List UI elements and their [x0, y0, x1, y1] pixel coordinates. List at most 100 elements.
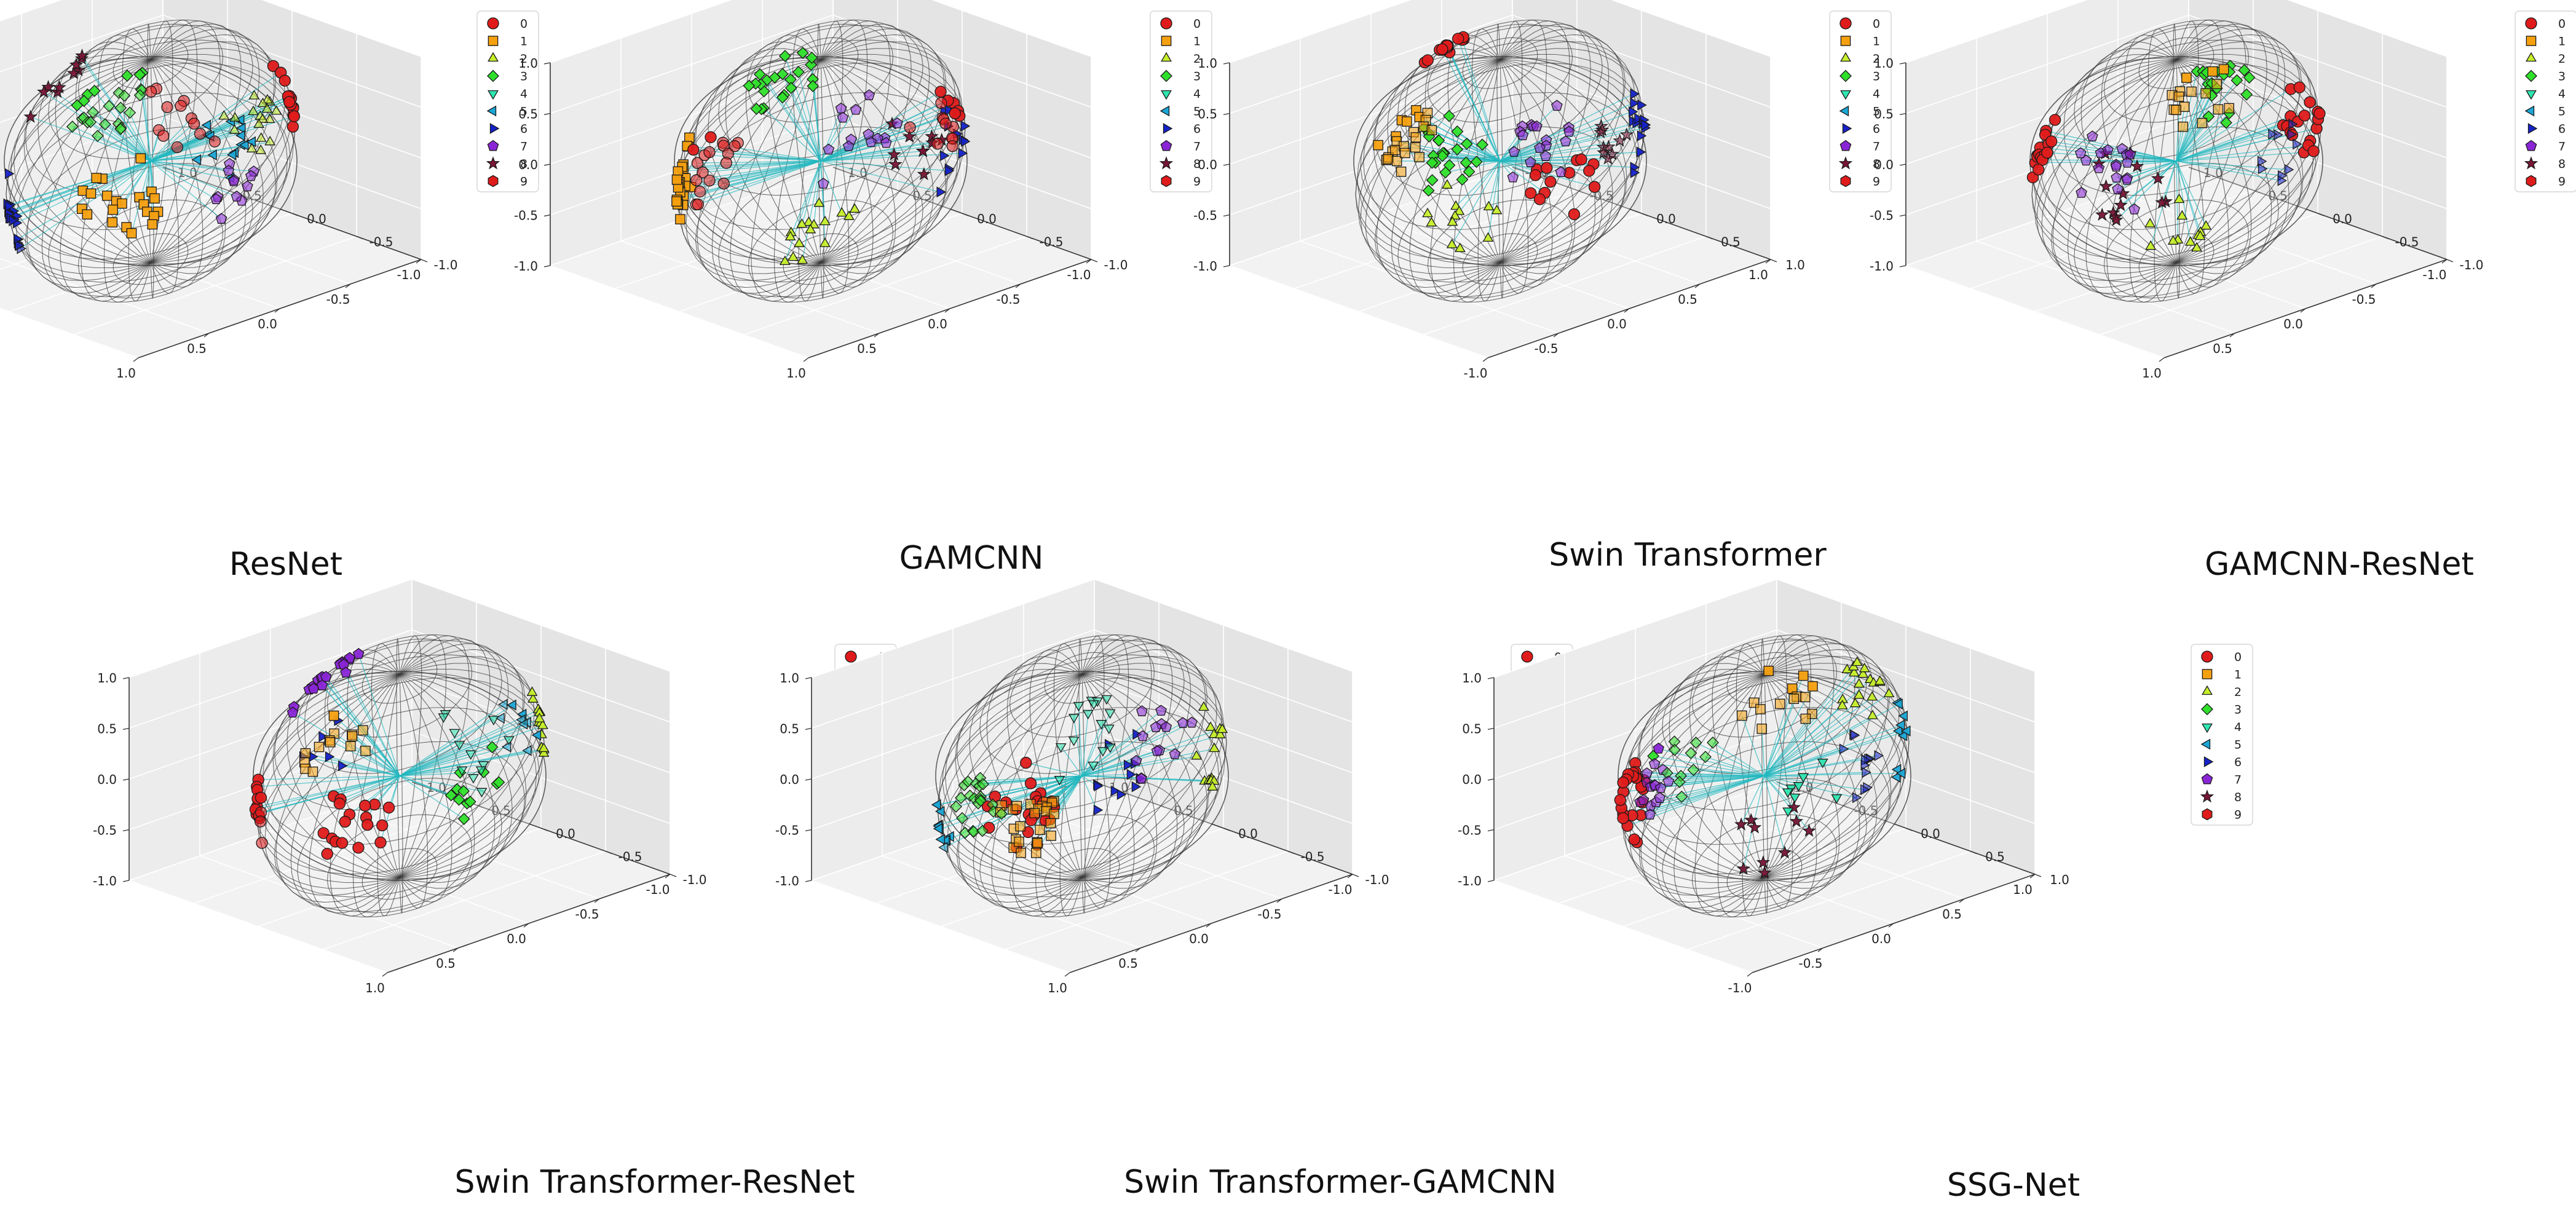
data-point-class-6: [1860, 759, 1870, 771]
data-point-class-2: [2145, 240, 2157, 250]
data-point-class-6: [2293, 138, 2302, 150]
data-point-class-2: [1446, 239, 1458, 248]
tick-label-z: 1.0: [1462, 671, 1482, 686]
legend-label-8: 8: [520, 157, 527, 171]
data-point-class-1: [117, 198, 127, 209]
data-point-class-3: [1689, 736, 1702, 749]
data-point-class-3: [66, 121, 79, 133]
data-point-class-2: [1207, 781, 1219, 791]
data-point-class-3: [967, 825, 980, 838]
data-point-class-8: [2151, 171, 2165, 185]
legend-label-4: 4: [1873, 87, 1880, 101]
data-point-class-7: [2111, 172, 2122, 183]
data-point-class-0: [2049, 114, 2061, 126]
data-point-class-0: [703, 146, 716, 159]
legend-label-1: 1: [2234, 668, 2242, 682]
data-point-class-4: [1054, 776, 1065, 786]
tick-label-z: -1.0: [1870, 259, 1894, 274]
data-point-class-1: [2218, 64, 2229, 74]
data-point-class-6: [1093, 804, 1104, 816]
data-point-class-7: [1136, 772, 1147, 784]
legend-label-2: 2: [2234, 686, 2242, 699]
data-point-class-0: [2307, 145, 2320, 157]
data-point-class-1: [1032, 838, 1043, 848]
data-point-class-0: [935, 97, 947, 109]
subplot-title: Swin Transformer-GAMCNN: [1124, 1164, 1557, 1201]
data-point-class-2: [538, 747, 550, 757]
data-point-class-2: [1191, 750, 1203, 760]
tick-label-x: 0.5: [187, 341, 207, 356]
data-point-class-7: [2112, 183, 2124, 194]
data-point-class-3: [452, 793, 465, 806]
subplot-title: Swin Transformer: [1549, 537, 1827, 574]
data-point-class-4: [488, 716, 499, 725]
legend-marker-3: [1839, 69, 1852, 82]
legend-marker-2: [2202, 685, 2213, 695]
data-point-class-6: [2268, 128, 2278, 140]
tick-label-y: 1.0: [2050, 872, 2069, 887]
data-point-class-0: [352, 842, 365, 854]
data-point-class-3: [2230, 74, 2243, 87]
legend-label-6: 6: [520, 122, 527, 136]
data-point-class-8: [2099, 179, 2113, 192]
data-point-class-2: [261, 103, 273, 113]
data-point-class-6: [1636, 146, 1646, 158]
data-point-class-0: [1617, 812, 1629, 824]
legend-label-0: 0: [1873, 17, 1880, 31]
data-point-class-8: [1777, 845, 1792, 859]
tick-label-z: 0.5: [97, 722, 117, 737]
data-point-class-8: [23, 109, 38, 123]
data-point-class-4: [1789, 793, 1801, 804]
data-point-class-6: [9, 215, 18, 227]
data-point-class-8: [1736, 861, 1751, 875]
data-points: [249, 647, 550, 860]
data-point-class-0: [317, 827, 330, 839]
tick-label-x: -0.5: [326, 292, 350, 307]
data-point-class-3: [750, 103, 763, 115]
tick-label-x: -1.0: [1328, 882, 1352, 897]
data-point-class-3: [1668, 735, 1681, 748]
data-point-class-0: [2045, 135, 2058, 148]
legend-label-1: 1: [1873, 35, 1880, 49]
data-point-class-1: [2178, 121, 2189, 132]
data-point-class-6: [960, 136, 971, 147]
data-point-class-3: [1443, 109, 1456, 122]
legend-marker-5: [486, 105, 497, 117]
data-point-class-3: [1426, 156, 1439, 169]
data-point-class-5: [495, 713, 505, 724]
data-point-class-7: [1517, 129, 1529, 141]
data-point-class-8: [888, 157, 903, 171]
data-point-class-7: [1648, 757, 1661, 769]
data-point-class-2: [2173, 193, 2185, 204]
data-point-class-7: [1551, 100, 1563, 111]
data-point-class-2: [793, 237, 805, 247]
data-point-class-1: [671, 196, 682, 207]
data-point-class-0: [691, 157, 704, 169]
data-point-class-0: [333, 797, 346, 810]
legend-marker-9: [2202, 808, 2213, 821]
legend-marker-5: [1839, 105, 1849, 117]
legend-marker-1: [1840, 36, 1851, 46]
data-point-class-2: [534, 713, 545, 722]
legend-label-6: 6: [1193, 122, 1201, 136]
tick-label-x: 1.0: [2013, 882, 2033, 897]
legend-marker-0: [487, 17, 499, 30]
data-point-class-2: [813, 197, 825, 207]
legend-label-1: 1: [2558, 35, 2566, 49]
data-point-class-4: [1104, 709, 1116, 719]
data-point-class-3: [121, 69, 133, 82]
tick-label-y: -0.5: [1300, 850, 1324, 864]
data-point-class-5: [531, 729, 542, 741]
data-point-class-7: [1160, 721, 1172, 732]
data-point-class-2: [2167, 235, 2179, 245]
data-point-class-7: [1155, 705, 1167, 716]
legend-marker-7: [2201, 773, 2213, 784]
data-point-class-1: [1029, 808, 1040, 818]
legend-marker-0: [1160, 17, 1172, 30]
tick-label-y: -0.5: [618, 850, 642, 864]
data-point-class-2: [1198, 701, 1209, 711]
data-point-class-2: [271, 105, 282, 115]
data-point-class-7: [2074, 147, 2087, 159]
data-point-class-3: [464, 796, 476, 808]
data-point-class-0: [692, 198, 704, 211]
